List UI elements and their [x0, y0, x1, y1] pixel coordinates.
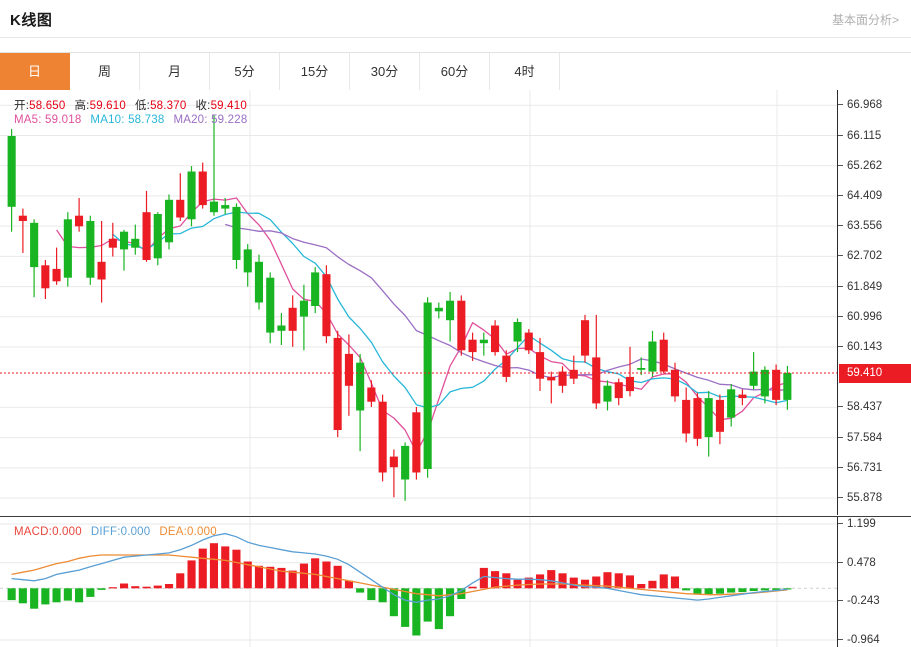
price-tick-7: 60.996	[838, 310, 882, 324]
macd-tick-3: -0.964	[838, 633, 880, 647]
price-tick-0: 66.968	[838, 98, 882, 112]
fundamental-analysis-link[interactable]: 基本面分析>	[831, 12, 899, 27]
macd-tick-0: 1.199	[838, 517, 876, 531]
ma10-value: 58.738	[128, 114, 165, 126]
tab-7[interactable]: 4时	[490, 53, 560, 90]
price-tick-10: 57.584	[838, 431, 882, 445]
header-divider	[0, 37, 911, 38]
price-svg	[0, 90, 837, 515]
ma20-value: 59.228	[211, 114, 248, 126]
macd-tick-2: -0.243	[838, 594, 880, 608]
macd-plot-area[interactable]	[0, 517, 837, 647]
price-tick-3: 64.409	[838, 189, 882, 203]
tab-bar-filler	[560, 53, 911, 90]
macd-value: 0.000	[52, 526, 82, 538]
tab-0[interactable]: 日	[0, 53, 70, 90]
ma5-label: MA5:	[14, 114, 46, 126]
high-label: 高:	[74, 100, 90, 112]
macd-chart-panel: MACD:0.000 DIFF:0.000 DEA:0.000 1.199 0.478…	[0, 516, 911, 647]
tab-2[interactable]: 月	[140, 53, 210, 90]
close-value: 59.410	[210, 100, 247, 112]
open-value: 58.650	[29, 100, 66, 112]
price-tick-8: 60.143	[838, 340, 882, 354]
price-tick-6: 61.849	[838, 280, 882, 294]
price-tick-5: 62.702	[838, 249, 882, 263]
low-label: 低:	[134, 100, 151, 112]
price-tick-9: 58.437	[838, 400, 882, 414]
price-tick-2: 65.262	[838, 159, 882, 173]
tab-6[interactable]: 60分	[420, 53, 490, 90]
ma5-value: 59.018	[45, 114, 82, 126]
macd-axis: 1.199 0.478 -0.243 -0.964	[837, 517, 911, 647]
tab-3[interactable]: 5分	[210, 53, 280, 90]
open-label: 开:	[14, 100, 30, 112]
page-header: K线图 基本面分析>	[0, 0, 911, 38]
macd-svg	[0, 517, 837, 647]
price-tick-1: 66.115	[838, 129, 881, 143]
close-label: 收:	[195, 100, 211, 112]
diff-label: DIFF:	[90, 526, 121, 538]
dea-label: DEA:	[159, 526, 188, 538]
macd-label: MACD:	[14, 526, 53, 538]
diff-value: 0.000	[120, 526, 151, 538]
tab-4[interactable]: 15分	[280, 53, 350, 90]
page-title: K线图	[10, 11, 53, 29]
price-plot-area[interactable]	[0, 90, 837, 515]
high-value: 59.610	[89, 100, 126, 112]
ma20-label: MA20:	[173, 114, 212, 126]
price-tick-12: 55.878	[838, 491, 882, 505]
candlestick-chart-panel: 开:58.650 高:59.610 低:58.370 收:59.410 MA5: 59…	[0, 90, 911, 515]
current-price-badge: 59.410	[839, 363, 911, 383]
ohlc-readout: 开:58.650 高:59.610 低:58.370 收:59.410	[14, 97, 247, 113]
price-tick-4: 63.556	[838, 219, 882, 233]
dea-value: 0.000	[187, 526, 217, 538]
low-value: 58.370	[150, 100, 187, 112]
period-tab-bar: 日周月 5分 15分 30分 60分 4时	[0, 52, 911, 90]
tab-1[interactable]: 周	[70, 53, 140, 90]
tab-5[interactable]: 30分	[350, 53, 420, 90]
ma-readout: MA5: 59.018 MA10: 58.738 MA20: 59.228	[14, 114, 247, 126]
macd-tick-1: 0.478	[838, 556, 876, 570]
price-tick-11: 56.731	[838, 461, 882, 475]
macd-readout: MACD:0.000 DIFF:0.000 DEA:0.000	[14, 526, 217, 538]
price-axis: 66.968 66.115 65.262 64.409 63.556 62.702 61.8…	[837, 90, 911, 515]
ma10-label: MA10:	[90, 114, 129, 126]
